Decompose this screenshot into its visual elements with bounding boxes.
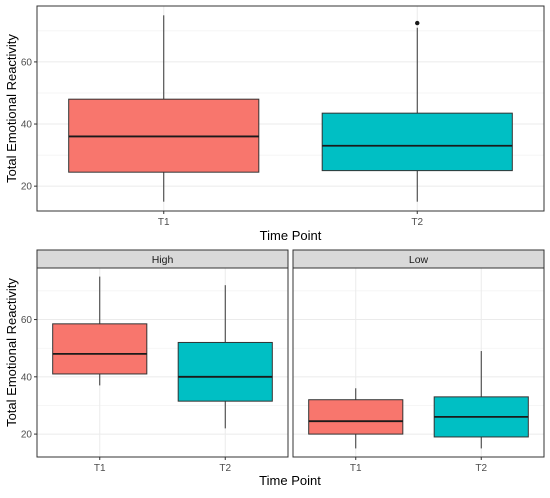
facet-high-box-T2 (177, 341, 273, 402)
top-tick-label-x: T1 (158, 217, 170, 228)
facet-low-panel-border (292, 267, 545, 458)
facet-high-box-T1 (52, 323, 148, 375)
top-outlier-T2 (415, 20, 420, 26)
top-tick-label-y: 20 (21, 182, 33, 193)
top-y-axis-title: Total Emotional Reactivity (4, 34, 19, 183)
top-box-T2 (321, 112, 513, 172)
facet-low-box-T1 (308, 399, 404, 435)
bottom-x-axis-title: Time Point (259, 473, 321, 488)
bottom-tick-label-y: 60 (21, 315, 33, 326)
top-x-axis-title: Time Point (260, 228, 322, 243)
top-panel-border (36, 5, 545, 212)
facet-high-strip-label: High (152, 254, 174, 266)
top-tick-label-y: 60 (21, 57, 33, 68)
facet-high-tick-label-x: T2 (219, 463, 231, 474)
bottom-tick-label-y: 40 (21, 372, 33, 383)
facet-high-tick-label-x: T1 (94, 463, 106, 474)
bottom-tick-label-y: 20 (21, 430, 33, 441)
facet-high-panel-border (36, 267, 289, 458)
facet-low-tick-label-x: T1 (350, 463, 362, 474)
facet-low-tick-label-x: T2 (475, 463, 487, 474)
facet-low-strip-label: Low (409, 254, 429, 266)
top-tick-label-x: T2 (411, 217, 423, 228)
top-tick-label-y: 40 (21, 120, 33, 131)
bottom-y-axis-title: Total Emotional Reactivity (4, 278, 19, 427)
